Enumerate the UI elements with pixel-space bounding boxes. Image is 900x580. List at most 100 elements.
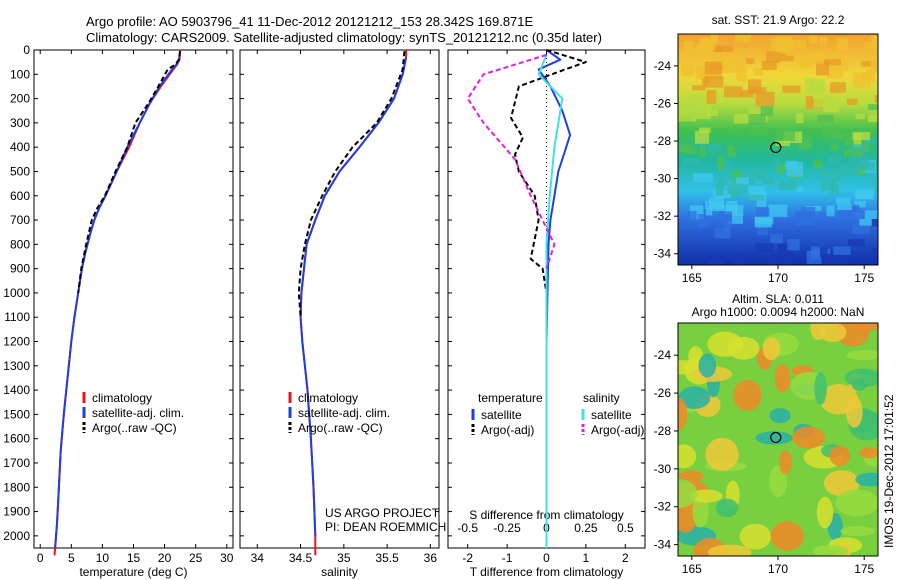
sst-cell bbox=[853, 133, 862, 148]
map-sla_map: -24 -26 -28 -30 -32 -34 165 170 175 Altim. SLA: 0… bbox=[654, 292, 879, 576]
sla-blob bbox=[770, 521, 805, 551]
x-tick-label: 1 bbox=[583, 551, 590, 565]
sst-cell bbox=[714, 46, 723, 53]
plot-frame bbox=[33, 49, 234, 549]
sst-cell bbox=[710, 55, 721, 66]
y-tick-label: 1600 bbox=[3, 432, 30, 446]
sst-cell bbox=[774, 36, 792, 48]
y-tick-label: 200 bbox=[10, 92, 30, 106]
x-tick-label: 0 bbox=[543, 551, 550, 565]
map-field bbox=[678, 34, 878, 265]
y-tick-label: 1200 bbox=[3, 335, 30, 349]
sst-cell bbox=[715, 183, 724, 196]
sst-cell bbox=[862, 137, 876, 144]
sst-cell bbox=[695, 104, 712, 120]
sst-cell bbox=[871, 248, 878, 260]
sst-cell bbox=[854, 200, 866, 211]
sst-cell bbox=[684, 41, 694, 54]
legend-label: climatology bbox=[298, 391, 358, 405]
y-tick-label: 1000 bbox=[3, 286, 30, 300]
sst-cell bbox=[710, 64, 726, 70]
sst-cell bbox=[808, 35, 818, 44]
sst-cell bbox=[719, 211, 733, 222]
sst-cell bbox=[801, 206, 816, 222]
sst-cell bbox=[871, 218, 878, 227]
sst-cell bbox=[835, 133, 852, 139]
sst-cell bbox=[753, 68, 764, 76]
sst-cell bbox=[760, 106, 773, 117]
sst-cell bbox=[689, 93, 703, 104]
sst-cell bbox=[727, 145, 736, 157]
map-y-tick-label: -34 bbox=[654, 247, 672, 261]
profile-panel-salinity: 34 34.5 35 35.5 36 salinity climatologysatelli… bbox=[239, 49, 446, 579]
series-line-argorawqc bbox=[77, 51, 182, 294]
sst-cell bbox=[852, 224, 870, 234]
top-tick-label: -0.5 bbox=[457, 521, 478, 535]
sst-cell bbox=[855, 113, 866, 120]
y-tick-label: 0 bbox=[23, 43, 30, 57]
y-tick-label: 1500 bbox=[3, 407, 30, 421]
x-tick-label: 30 bbox=[220, 551, 234, 565]
sla-blob bbox=[678, 398, 688, 430]
sst-cell bbox=[845, 138, 856, 146]
x-tick-label: -1 bbox=[502, 551, 513, 565]
map-y-tick-label: -24 bbox=[654, 59, 672, 73]
legend-label: Argo(-adj) bbox=[481, 423, 534, 437]
sst-cell bbox=[819, 37, 828, 46]
y-tick-label: 1800 bbox=[3, 480, 30, 494]
map-field bbox=[678, 323, 878, 556]
x-axis-label: T difference from climatology bbox=[470, 565, 624, 579]
sst-cell bbox=[714, 228, 731, 239]
sla-blob bbox=[859, 447, 878, 459]
sla-blob bbox=[855, 472, 878, 487]
series-line-satelliteadjclim bbox=[299, 57, 408, 536]
sst-cell bbox=[724, 160, 733, 174]
sst-cell bbox=[718, 177, 729, 187]
header-line2: Climatology: CARS2009. Satellite-adjuste… bbox=[86, 30, 602, 45]
sst-cell bbox=[757, 225, 768, 235]
sst-cell bbox=[748, 108, 768, 120]
argo-location-marker bbox=[770, 431, 782, 444]
sst-cell bbox=[833, 246, 851, 255]
sst-cell bbox=[805, 77, 815, 92]
sst-cell bbox=[805, 95, 813, 110]
y-tick-label: 2000 bbox=[3, 529, 30, 543]
x-axis-label: salinity bbox=[321, 565, 358, 579]
series-line-argoadj-salinity bbox=[466, 53, 556, 269]
sst-cell bbox=[837, 203, 853, 210]
map-y-tick-label: -32 bbox=[654, 500, 672, 514]
sla-blob bbox=[689, 489, 723, 503]
sla-blob bbox=[698, 353, 717, 378]
sst-cell bbox=[820, 179, 838, 191]
sst-cell bbox=[766, 51, 780, 63]
sst-cell bbox=[877, 37, 878, 48]
x-tick-label: 25 bbox=[189, 551, 203, 565]
sst-cell bbox=[864, 41, 878, 49]
sst-cell bbox=[788, 39, 800, 47]
map-y-tick-label: -34 bbox=[654, 538, 672, 552]
sst-cell bbox=[831, 171, 842, 182]
map-y-tick-label: -32 bbox=[654, 209, 672, 223]
sla-blob bbox=[846, 350, 878, 361]
sst-cell bbox=[718, 155, 725, 171]
sst-cell bbox=[813, 97, 832, 108]
x-tick-label: 10 bbox=[96, 551, 110, 565]
legend-label: Argo(-adj) bbox=[591, 423, 644, 437]
sst-cell bbox=[707, 144, 721, 151]
y-tick-label: 1300 bbox=[3, 359, 30, 373]
y-tick-label: 300 bbox=[10, 116, 30, 130]
map-y-tick-label: -28 bbox=[654, 424, 672, 438]
sst-cell bbox=[862, 72, 876, 82]
sst-cell bbox=[798, 40, 807, 48]
sst-cell bbox=[826, 64, 844, 79]
y-tick-label: 1100 bbox=[4, 310, 30, 324]
header-line1: Argo profile: AO 5903796_41 11-Dec-2012 … bbox=[86, 14, 534, 29]
sst-cell bbox=[779, 52, 794, 62]
sst-cell bbox=[755, 91, 775, 107]
y-tick-label: 1700 bbox=[3, 456, 30, 470]
x-tick-label: 36 bbox=[424, 551, 438, 565]
sst-cell bbox=[874, 95, 878, 103]
credit-project: US ARGO PROJECT bbox=[325, 506, 440, 520]
x-axis-label: temperature (deg C) bbox=[79, 565, 187, 579]
